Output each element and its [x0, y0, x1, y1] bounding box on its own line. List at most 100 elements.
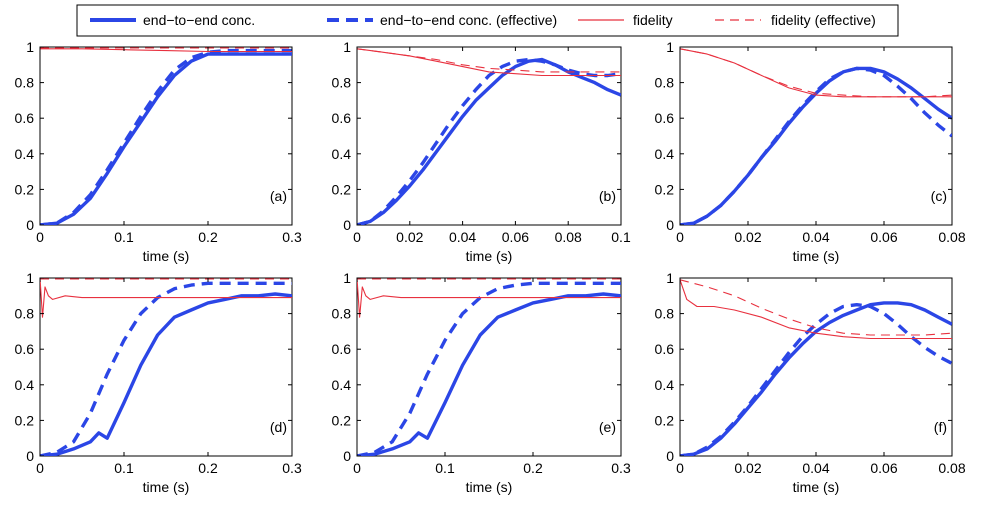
x-tick-label: 0.02	[396, 229, 423, 245]
series-group	[357, 48, 621, 225]
y-tick-label: 0.2	[655, 412, 675, 428]
plot-area	[356, 277, 622, 457]
y-tick-label: 1	[26, 39, 34, 55]
y-tick-label: 1	[666, 270, 674, 286]
series-conc-effective	[357, 57, 621, 225]
y-tick-label: 0	[666, 217, 674, 233]
panel-c: 0 0.02 0.04 0.06 0.08 0 0.2 0.4 0.6 0.8 1 time (s) (…	[655, 39, 966, 264]
panel-e: 0 0.1 0.2 0.3 0 0.2 0.4 0.6 0.8 1 time (s) (e)	[332, 270, 631, 495]
y-tick-label: 0	[666, 448, 674, 464]
x-tick-label: 0.3	[282, 460, 302, 476]
y-tick-label: 0.6	[332, 341, 352, 357]
x-tick-label: 0.1	[435, 460, 455, 476]
x-tick-label: 0	[676, 229, 684, 245]
x-axis-label: time (s)	[793, 248, 840, 264]
panel-f: 0 0.02 0.04 0.06 0.08 0 0.2 0.4 0.6 0.8 1 time (s) (…	[655, 270, 966, 495]
series-fidelity	[40, 278, 292, 318]
panel-tag: (a)	[270, 188, 287, 204]
series-conc-effective	[40, 48, 292, 225]
x-tick-label: 0.04	[802, 460, 829, 476]
legend-label-fidelity: fidelity	[633, 12, 673, 28]
y-tick-label: 0.4	[15, 377, 35, 393]
x-tick-label: 0.08	[938, 460, 965, 476]
x-tick-label: 0.02	[734, 229, 761, 245]
series-fidelity	[357, 278, 621, 318]
y-tick-label: 1	[343, 39, 351, 55]
y-tick-label: 0.2	[655, 181, 675, 197]
panels: 0 0.1 0.2 0.3 0 0.2 0.4 0.6 0.8 1 time (s) (a) 0 0.02…	[15, 39, 966, 495]
panel-b: 0 0.02 0.04 0.06 0.08 0.1 0 0.2 0.4 0.6 0.8 1 time (…	[332, 39, 631, 264]
y-tick-label: 0.6	[15, 110, 35, 126]
y-tick-label: 0.4	[655, 146, 675, 162]
series-fidelity	[40, 48, 292, 53]
legend-label-fidelity-effective: fidelity (effective)	[771, 12, 876, 28]
x-axis-label: time (s)	[143, 248, 190, 264]
panel-d: 0 0.1 0.2 0.3 0 0.2 0.4 0.6 0.8 1 time (s) (d)	[15, 270, 302, 495]
panel-tag: (d)	[270, 419, 287, 435]
series-fidelity	[680, 279, 952, 340]
y-tick-label: 0.6	[655, 341, 675, 357]
panel-tag: (c)	[931, 188, 947, 204]
x-tick-label: 0	[353, 460, 361, 476]
series-group	[40, 47, 292, 225]
series-group	[40, 278, 292, 456]
legend-box	[76, 4, 899, 37]
x-tick-label: 0.08	[938, 229, 965, 245]
x-tick-label: 0.06	[870, 460, 897, 476]
series-fidelity-effective	[680, 279, 952, 336]
x-tick-label: 0.1	[114, 229, 134, 245]
x-tick-label: 0	[353, 229, 361, 245]
y-tick-label: 0.8	[655, 306, 675, 322]
series-conc-effective	[680, 303, 952, 456]
y-tick-label: 0.8	[15, 306, 35, 322]
y-tick-label: 0	[343, 217, 351, 233]
x-axis-label: time (s)	[466, 479, 513, 495]
panel-tag: (f)	[934, 419, 947, 435]
y-tick-label: 0	[343, 448, 351, 464]
x-tick-label: 0	[676, 460, 684, 476]
panel-tag: (b)	[599, 188, 616, 204]
y-tick-label: 1	[666, 39, 674, 55]
series-group	[357, 278, 621, 456]
y-tick-label: 0.6	[15, 341, 35, 357]
plot-area	[39, 277, 293, 457]
x-tick-label: 0.1	[611, 229, 631, 245]
plot-area	[679, 277, 953, 457]
x-tick-label: 0.1	[114, 460, 134, 476]
y-tick-label: 0.2	[15, 181, 35, 197]
x-tick-label: 0	[36, 460, 44, 476]
x-tick-label: 0.06	[870, 229, 897, 245]
series-fidelity-effective	[680, 48, 952, 98]
series-group	[680, 48, 952, 225]
series-conc	[40, 292, 292, 456]
x-tick-label: 0.04	[449, 229, 476, 245]
x-tick-label: 0.04	[802, 229, 829, 245]
x-tick-label: 0.2	[198, 229, 218, 245]
y-tick-label: 0.4	[655, 377, 675, 393]
plot-area	[39, 46, 293, 226]
x-tick-label: 0.02	[734, 460, 761, 476]
series-conc	[357, 292, 621, 456]
y-tick-label: 1	[26, 270, 34, 286]
legend: end−to−end conc. end−to−end conc. (effec…	[76, 4, 899, 37]
y-tick-label: 0.8	[332, 75, 352, 91]
y-tick-label: 0.4	[332, 146, 352, 162]
series-conc	[680, 301, 952, 456]
panel-a: 0 0.1 0.2 0.3 0 0.2 0.4 0.6 0.8 1 time (s) (a)	[15, 39, 302, 264]
x-tick-label: 0.3	[611, 460, 631, 476]
y-tick-label: 0.2	[15, 412, 35, 428]
x-axis-label: time (s)	[466, 248, 513, 264]
x-tick-label: 0	[36, 229, 44, 245]
y-tick-label: 0.8	[15, 75, 35, 91]
x-axis-label: time (s)	[143, 479, 190, 495]
y-tick-label: 0.6	[332, 110, 352, 126]
panel-tag: (e)	[599, 419, 616, 435]
series-group	[680, 279, 952, 456]
legend-label-conc: end−to−end conc.	[143, 12, 255, 28]
y-tick-label: 0.4	[332, 377, 352, 393]
y-tick-label: 0.6	[655, 110, 675, 126]
plot-area	[679, 46, 953, 226]
y-tick-label: 0.2	[332, 181, 352, 197]
y-tick-label: 0.2	[332, 412, 352, 428]
